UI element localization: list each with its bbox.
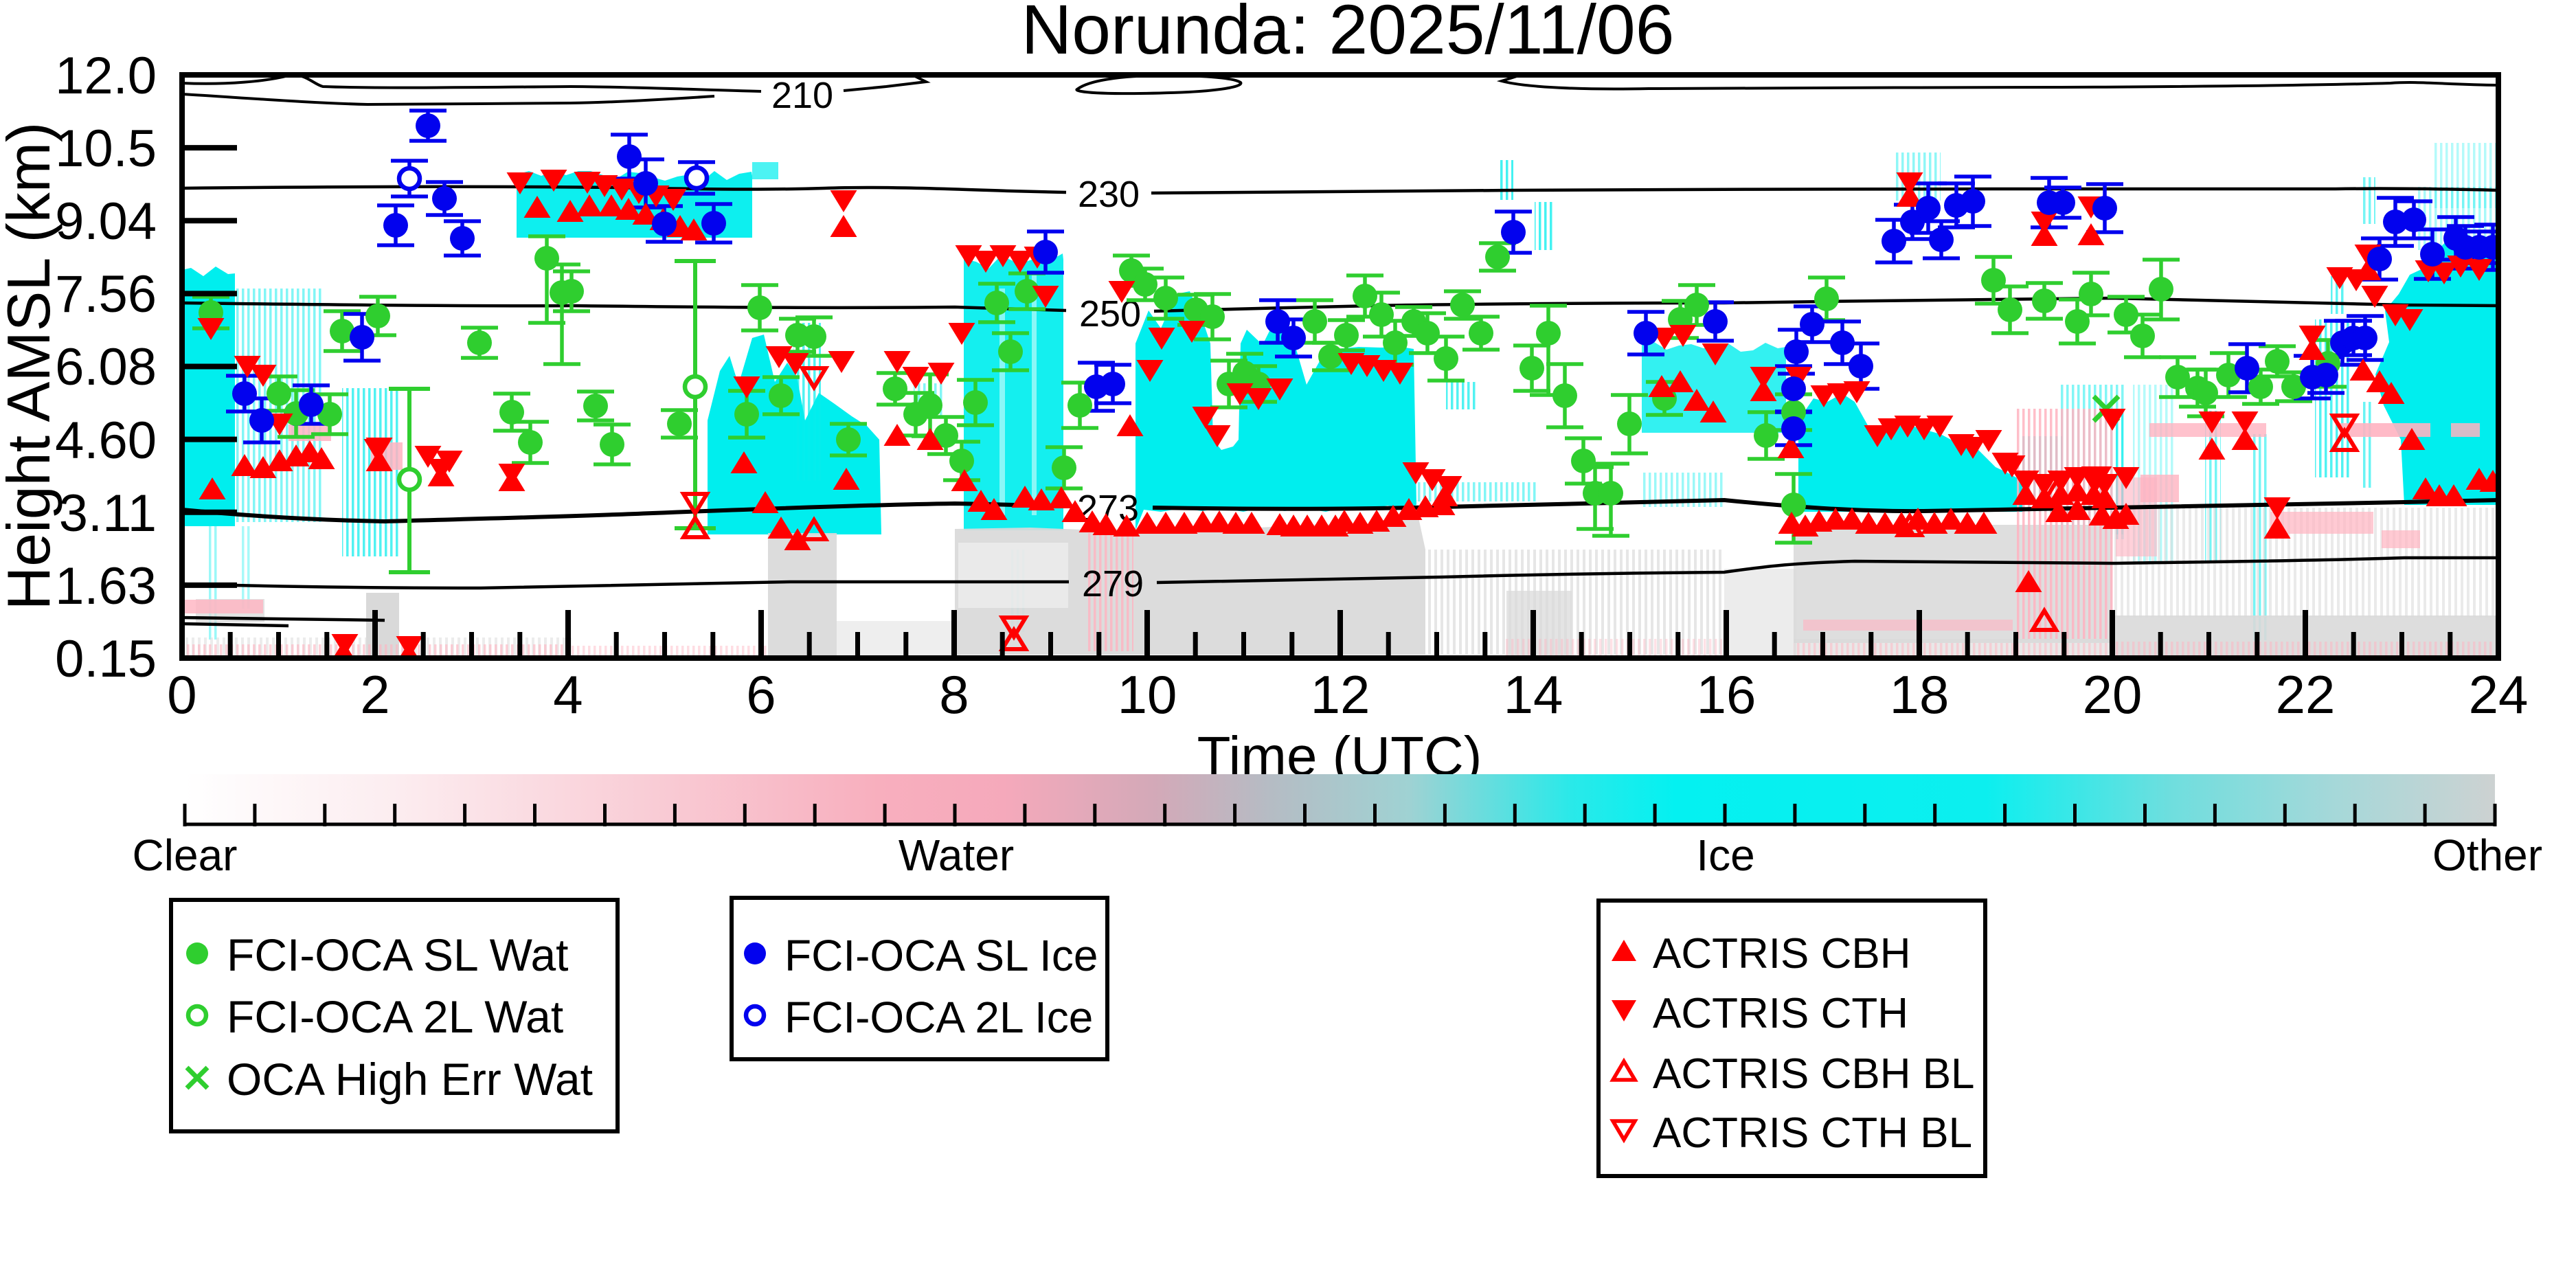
svg-text:ACTRIS CTH BL: ACTRIS CTH BL <box>1653 1109 1972 1157</box>
svg-text:Water: Water <box>899 831 1014 880</box>
svg-text:ACTRIS CTH: ACTRIS CTH <box>1653 990 1908 1037</box>
svg-text:6: 6 <box>746 664 776 725</box>
svg-text:8: 8 <box>939 664 969 725</box>
svg-text:22: 22 <box>2276 664 2336 725</box>
svg-text:3.11: 3.11 <box>59 484 157 543</box>
svg-text:20: 20 <box>2083 664 2143 725</box>
svg-text:10: 10 <box>1118 664 1177 725</box>
svg-text:12.0: 12.0 <box>55 47 157 105</box>
svg-text:Ice: Ice <box>1696 831 1754 880</box>
svg-text:ACTRIS CBH: ACTRIS CBH <box>1653 930 1910 978</box>
svg-text:16: 16 <box>1697 664 1756 725</box>
svg-text:12: 12 <box>1311 664 1370 725</box>
svg-text:2: 2 <box>360 664 389 725</box>
svg-text:210: 210 <box>771 75 833 116</box>
svg-text:FCI-OCA 2L Wat: FCI-OCA 2L Wat <box>227 991 563 1042</box>
svg-text:Norunda: 2025/11/06: Norunda: 2025/11/06 <box>1021 0 1675 69</box>
svg-text:0.15: 0.15 <box>55 630 157 688</box>
svg-text:4: 4 <box>553 664 583 725</box>
svg-text:230: 230 <box>1078 174 1140 215</box>
svg-text:OCA High Err Wat: OCA High Err Wat <box>227 1054 593 1105</box>
svg-text:0: 0 <box>167 664 196 725</box>
svg-text:Height AMSL (km): Height AMSL (km) <box>0 122 63 611</box>
svg-text:Other: Other <box>2432 831 2542 880</box>
svg-text:4.60: 4.60 <box>55 411 157 470</box>
svg-text:6.08: 6.08 <box>55 338 157 396</box>
svg-text:FCI-OCA SL Ice: FCI-OCA SL Ice <box>784 931 1098 980</box>
svg-text:9.04: 9.04 <box>55 192 157 251</box>
svg-text:FCI-OCA SL Wat: FCI-OCA SL Wat <box>227 929 569 980</box>
svg-text:18: 18 <box>1890 664 1950 725</box>
svg-text:Clear: Clear <box>133 831 238 880</box>
svg-text:1.63: 1.63 <box>55 557 157 615</box>
svg-text:24: 24 <box>2469 664 2529 725</box>
svg-text:FCI-OCA 2L Ice: FCI-OCA 2L Ice <box>784 993 1093 1042</box>
svg-text:279: 279 <box>1082 563 1144 605</box>
svg-text:ACTRIS CBH BL: ACTRIS CBH BL <box>1653 1050 1975 1098</box>
svg-text:14: 14 <box>1504 664 1563 725</box>
svg-text:10.5: 10.5 <box>55 120 157 178</box>
svg-text:7.56: 7.56 <box>55 265 157 324</box>
